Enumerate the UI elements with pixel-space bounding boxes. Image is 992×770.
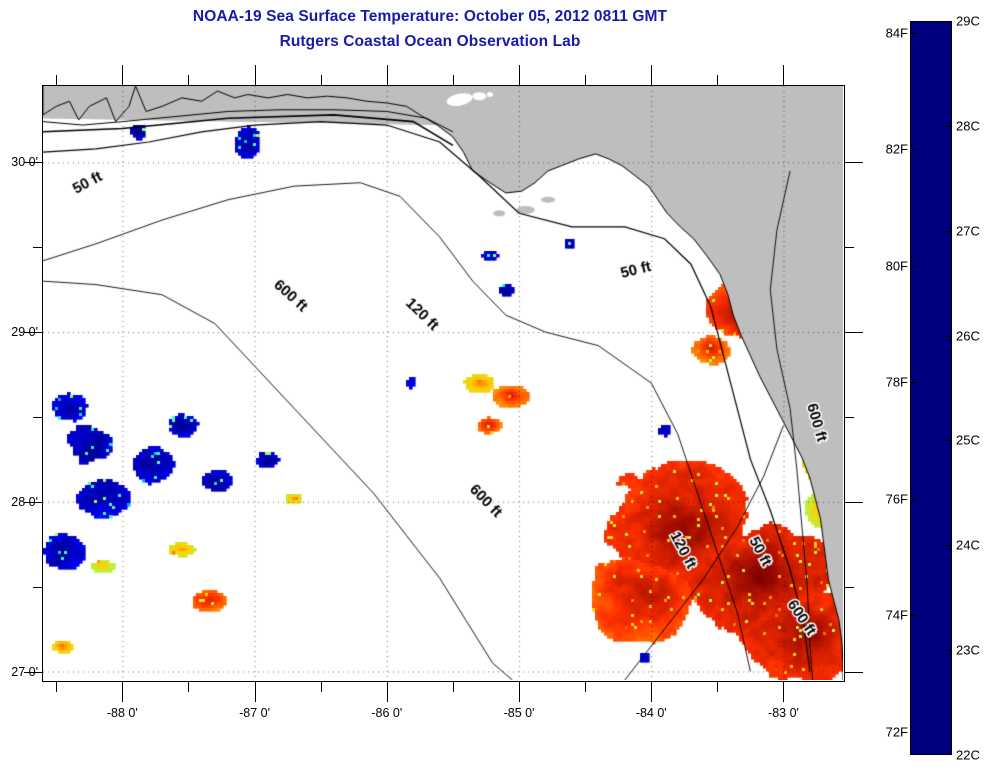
colorbar-tick — [945, 125, 952, 127]
x-tick-top — [254, 65, 256, 85]
x-tick-top — [122, 65, 124, 85]
x-tick-bottom — [254, 682, 256, 702]
colorbar-tick — [945, 230, 952, 232]
x-tick-bottom — [651, 682, 653, 702]
colorbar-fahrenheit-label: 74F — [885, 607, 908, 623]
x-axis-label: -86 0' — [371, 706, 403, 720]
colorbar-celsius-label: 23C — [956, 642, 980, 658]
colorbar-tick — [910, 382, 917, 384]
x-tick-top — [320, 75, 322, 85]
colorbar-tick — [945, 650, 952, 652]
colorbar-fahrenheit-label: 78F — [885, 374, 908, 390]
x-tick-top — [783, 65, 785, 85]
y-tick-left — [33, 586, 42, 588]
y-tick-right — [845, 162, 863, 164]
colorbar-celsius-label: 29C — [956, 13, 980, 29]
y-tick-left — [24, 501, 42, 503]
x-tick-top — [56, 75, 58, 85]
y-tick-right — [845, 416, 854, 418]
y-axis-label: 28 0' — [11, 494, 38, 509]
x-tick-bottom — [386, 682, 388, 702]
x-tick-top — [651, 65, 653, 85]
colorbar-tick — [910, 265, 917, 267]
y-tick-right — [845, 586, 854, 588]
colorbar-celsius-label: 27C — [956, 223, 980, 239]
y-tick-right — [845, 247, 854, 249]
y-axis-label: 30 0' — [11, 155, 38, 170]
x-axis-label: -88 0' — [106, 706, 138, 720]
y-tick-right — [845, 332, 863, 334]
x-tick-bottom — [452, 682, 454, 692]
x-tick-top — [717, 75, 719, 85]
x-axis-label: -84 0' — [635, 706, 667, 720]
x-tick-bottom — [717, 682, 719, 692]
colorbar-tick — [910, 498, 917, 500]
colorbar-celsius-label: 22C — [956, 747, 980, 763]
colorbar-tick — [945, 545, 952, 547]
colorbar-tick — [945, 335, 952, 337]
y-tick-left — [24, 332, 42, 334]
x-axis-label: -85 0' — [503, 706, 535, 720]
x-tick-bottom — [320, 682, 322, 692]
x-tick-top — [585, 75, 587, 85]
x-tick-top — [386, 65, 388, 85]
x-tick-bottom — [585, 682, 587, 692]
x-tick-bottom — [122, 682, 124, 702]
colorbar-fahrenheit-label: 82F — [885, 141, 908, 157]
page-title: NOAA-19 Sea Surface Temperature: October… — [192, 8, 668, 25]
y-tick-right — [845, 501, 863, 503]
sst-heatmap-canvas[interactable] — [43, 86, 843, 680]
colorbar-fahrenheit-label: 76F — [885, 491, 908, 507]
colorbar-celsius-label: 24C — [956, 537, 980, 553]
colorbar-celsius-label: 26C — [956, 328, 980, 344]
title-block: NOAA-19 Sea Surface Temperature: October… — [0, 4, 860, 54]
x-tick-bottom — [783, 682, 785, 702]
y-tick-left — [24, 162, 42, 164]
y-tick-left — [33, 247, 42, 249]
colorbar-celsius-label: 28C — [956, 118, 980, 134]
x-tick-top — [452, 75, 454, 85]
x-tick-top — [188, 75, 190, 85]
colorbar-tick — [945, 440, 952, 442]
y-tick-right — [845, 671, 863, 673]
y-tick-left — [24, 671, 42, 673]
colorbar-fahrenheit-label: 72F — [885, 724, 908, 740]
sst-map-panel[interactable] — [42, 85, 845, 682]
colorbar-fahrenheit-label: 80F — [885, 258, 908, 274]
x-tick-bottom — [56, 682, 58, 692]
y-axis-label: 27 0' — [11, 664, 38, 679]
x-tick-bottom — [188, 682, 190, 692]
colorbar[interactable] — [910, 21, 952, 755]
x-tick-bottom — [519, 682, 521, 702]
colorbar-tick — [910, 615, 917, 617]
colorbar-tick — [910, 149, 917, 151]
colorbar-tick — [910, 32, 917, 34]
y-axis-label: 29 0' — [11, 325, 38, 340]
colorbar-celsius-label: 25C — [956, 432, 980, 448]
y-tick-left — [33, 416, 42, 418]
colorbar-fahrenheit-label: 84F — [885, 25, 908, 41]
colorbar-gradient[interactable] — [910, 21, 952, 755]
x-tick-top — [519, 65, 521, 85]
x-axis-label: -83 0' — [768, 706, 799, 720]
x-axis-label: -87 0' — [239, 706, 271, 720]
page-subtitle: Rutgers Coastal Ocean Observation Lab — [279, 33, 581, 50]
